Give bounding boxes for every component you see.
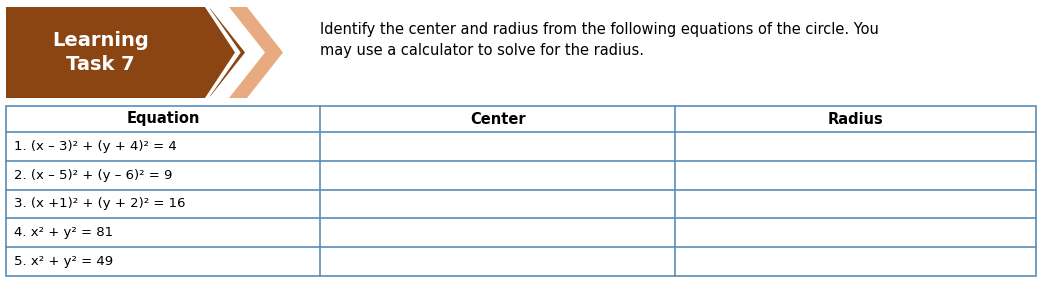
Text: Identify the center and radius from the following equations of the circle. You
m: Identify the center and radius from the … [320,22,878,58]
Polygon shape [209,7,263,98]
Text: 3. (x +1)² + (y + 2)² = 16: 3. (x +1)² + (y + 2)² = 16 [14,197,185,210]
Text: Equation: Equation [126,111,200,127]
Text: 1. (x – 3)² + (y + 4)² = 4: 1. (x – 3)² + (y + 4)² = 4 [14,140,177,153]
Text: Learning: Learning [52,31,149,50]
Text: Radius: Radius [828,111,884,127]
Text: 4. x² + y² = 81: 4. x² + y² = 81 [14,226,114,239]
Polygon shape [229,7,283,98]
Text: 5. x² + y² = 49: 5. x² + y² = 49 [14,255,114,268]
Polygon shape [207,7,257,98]
Text: 2. (x – 5)² + (y – 6)² = 9: 2. (x – 5)² + (y – 6)² = 9 [14,169,172,182]
Polygon shape [6,7,235,98]
Bar [6,106,1036,276]
Text: Center: Center [470,111,525,127]
Text: Task 7: Task 7 [67,55,134,74]
